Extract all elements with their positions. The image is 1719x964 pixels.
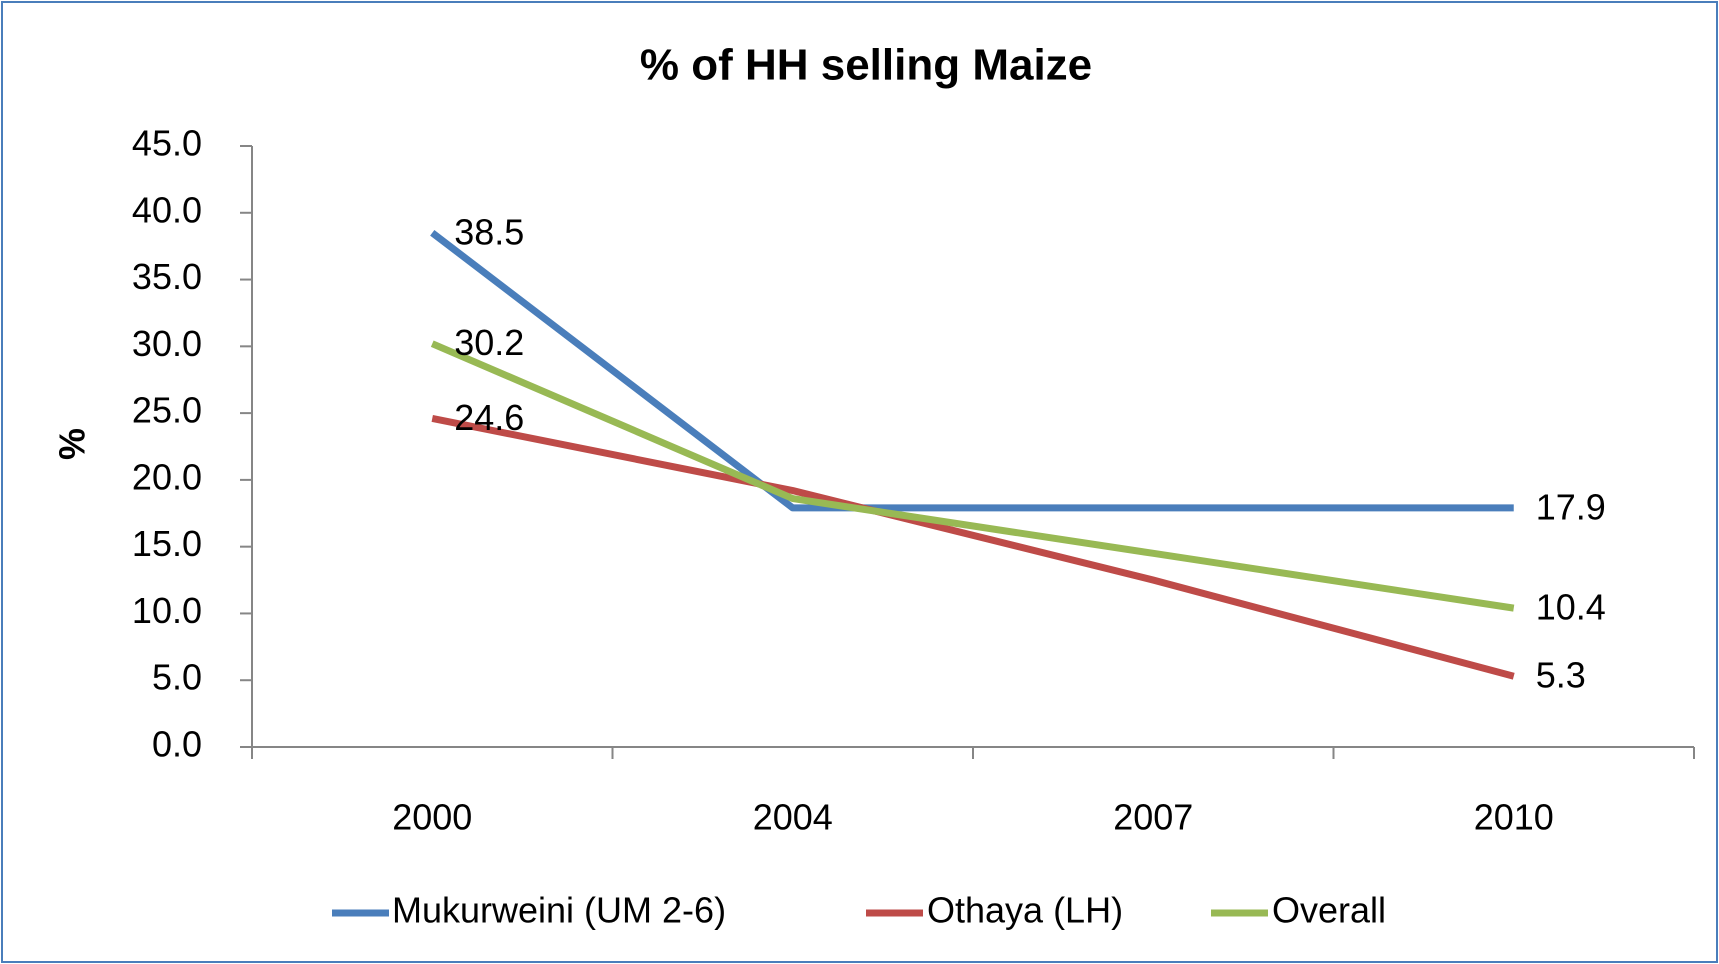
chart-title: % of HH selling Maize (640, 41, 1092, 90)
y-tick-label: 0.0 (152, 724, 202, 765)
x-tick-label: 2004 (753, 797, 833, 838)
x-tick-label: 2000 (392, 797, 472, 838)
legend-label: Mukurweini (UM 2-6) (392, 890, 726, 931)
series-line (431, 415, 1515, 680)
series-line (430, 230, 1514, 512)
data-label: 24.6 (454, 397, 524, 438)
y-axis-label: % (52, 428, 93, 460)
y-tick-label: 40.0 (132, 189, 202, 230)
y-tick-label: 5.0 (152, 657, 202, 698)
data-label: 30.2 (454, 322, 524, 363)
data-label: 10.4 (1536, 587, 1606, 628)
x-tick-label: 2010 (1474, 797, 1554, 838)
data-label: 17.9 (1536, 486, 1606, 527)
x-tick-label: 2007 (1113, 797, 1193, 838)
y-tick-label: 25.0 (132, 390, 202, 431)
y-tick-label: 20.0 (132, 456, 202, 497)
legend-label: Othaya (LH) (927, 890, 1123, 931)
data-label: 5.3 (1536, 655, 1586, 696)
y-tick-label: 30.0 (132, 323, 202, 364)
data-label: 38.5 (454, 211, 524, 252)
legend-label: Overall (1272, 890, 1386, 931)
y-tick-label: 45.0 (132, 123, 202, 164)
y-tick-label: 10.0 (132, 590, 202, 631)
y-tick-label: 15.0 (132, 523, 202, 564)
series-line (430, 340, 1515, 612)
y-tick-label: 35.0 (132, 256, 202, 297)
